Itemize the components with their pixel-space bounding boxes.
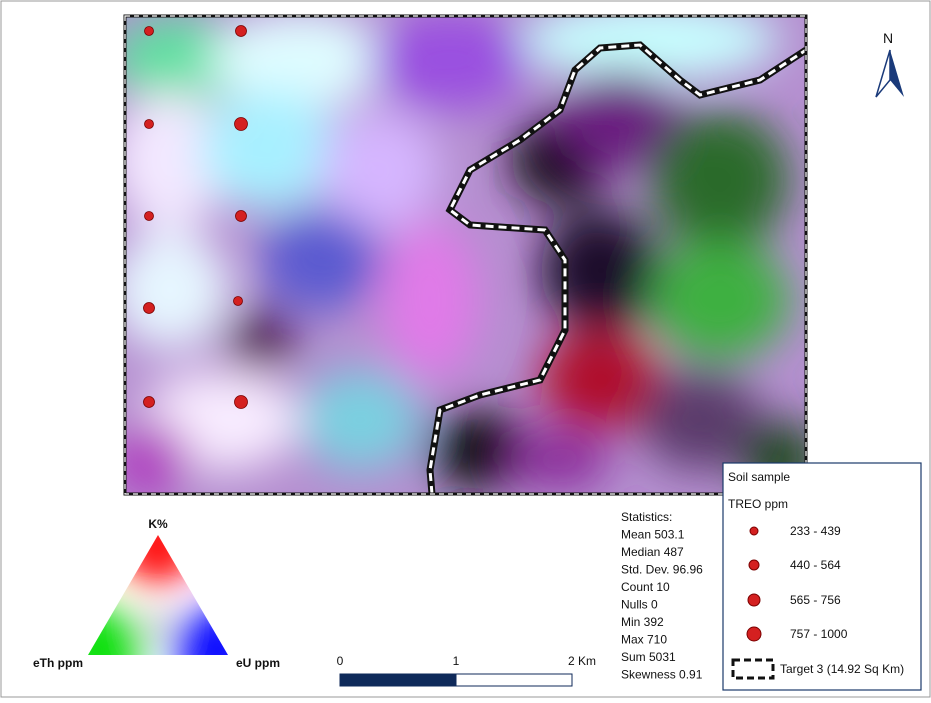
statistic: Sum 5031 [621, 650, 676, 664]
statistic: Statistics: [621, 510, 672, 524]
scale-label: 0 [337, 654, 344, 668]
scale-segment [456, 674, 572, 686]
scale-segment [340, 674, 456, 686]
sample [235, 118, 248, 131]
legend-class: 440 - 564 [790, 558, 841, 572]
legend-class: 565 - 756 [790, 593, 841, 607]
statistic: Max 710 [621, 633, 667, 647]
legend-symbol [748, 594, 760, 606]
sample [144, 303, 155, 314]
statistic: Std. Dev. 96.96 [621, 563, 703, 577]
north-label: N [883, 30, 893, 46]
scale-label: 1 [453, 654, 460, 668]
legend-symbol [750, 527, 758, 535]
legend-target: Target 3 (14.92 Sq Km) [780, 662, 904, 676]
legend-symbol [747, 627, 761, 641]
legend-symbol [749, 560, 759, 570]
legend: Soil sample TREO ppm 233 - 439 440 - 564… [723, 463, 921, 690]
statistic: Median 487 [621, 545, 684, 559]
statistic: Min 392 [621, 615, 664, 629]
statistic: Skewness 0.91 [621, 668, 703, 682]
sample [145, 212, 154, 221]
ternary-image [110, 0, 820, 500]
ternary-top: K% [148, 517, 168, 531]
statistic: Mean 503.1 [621, 528, 685, 542]
statistic: Nulls 0 [621, 598, 658, 612]
sample [145, 120, 154, 129]
sample [144, 397, 155, 408]
legend-target-symbol [733, 660, 773, 678]
legend-subtitle: TREO ppm [728, 497, 788, 511]
legend-class: 233 - 439 [790, 524, 841, 538]
sample [145, 27, 154, 36]
scale-label: 2 Km [568, 654, 596, 668]
legend-title: Soil sample [728, 470, 790, 484]
ternary-left: eTh ppm [33, 656, 83, 670]
sample [236, 26, 247, 37]
legend-class: 757 - 1000 [790, 627, 848, 641]
statistic: Count 10 [621, 580, 670, 594]
sample [236, 211, 247, 222]
map-page: N K% eTh ppm eU ppm 0 1 2 Km Statistics:… [0, 0, 931, 698]
sample [235, 396, 248, 409]
sample [234, 297, 243, 306]
ternary-right: eU ppm [236, 656, 280, 670]
